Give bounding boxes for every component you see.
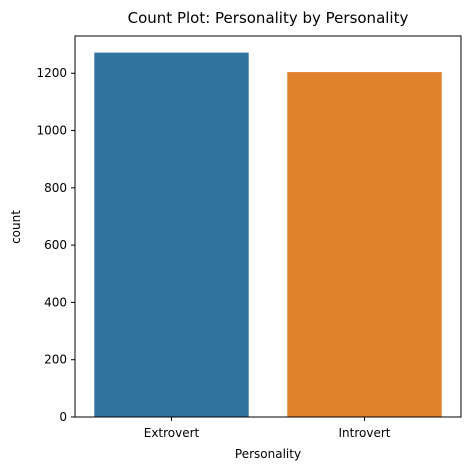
y-tick-label: 200 [44, 353, 67, 367]
y-tick-label: 600 [44, 238, 67, 252]
bar-extrovert [94, 52, 249, 417]
axes-spines [74, 35, 462, 418]
y-axis-label: count [9, 210, 23, 244]
y-tick-label: 1200 [36, 66, 67, 80]
y-tick-label: 800 [44, 181, 67, 195]
bars-group [94, 52, 442, 418]
y-axis-ticks: 0 200 400 600 800 1000 1200 [36, 66, 75, 424]
plot-frame [74, 35, 462, 418]
x-axis-ticks: Extrovert Introvert [144, 417, 391, 440]
y-tick-label: 400 [44, 295, 67, 309]
chart-title: Count Plot: Personality by Personality [128, 9, 409, 27]
x-axis-label: Personality [235, 447, 301, 461]
bar-introvert [287, 72, 442, 418]
y-tick-label: 0 [59, 410, 67, 424]
y-tick-label: 1000 [36, 124, 67, 138]
x-tick-label: Introvert [339, 426, 391, 440]
x-tick-label: Extrovert [144, 426, 200, 440]
